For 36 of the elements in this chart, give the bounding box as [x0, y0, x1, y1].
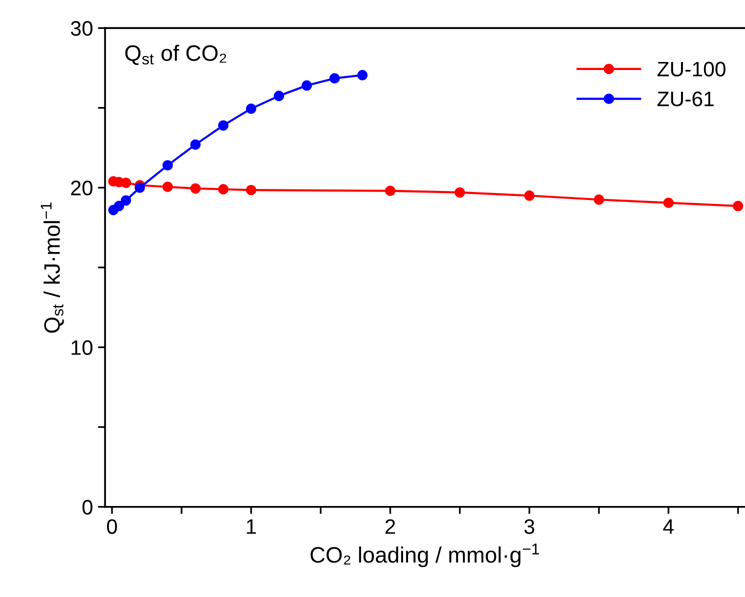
point — [120, 195, 132, 206]
x-tick-label: 4 — [663, 519, 674, 534]
point — [218, 184, 229, 194]
point — [454, 187, 466, 198]
legend-label: ZU-100 — [657, 62, 726, 76]
y-tick-label: 0 — [82, 500, 92, 515]
point — [114, 200, 124, 212]
legend-label: ZU-61 — [657, 92, 714, 106]
x-tick-label: 3 — [524, 519, 534, 534]
y-tick-label: 20 — [71, 180, 92, 196]
point — [218, 120, 229, 131]
x-tick-label: 2 — [386, 519, 395, 534]
point — [162, 182, 173, 192]
point — [134, 182, 146, 193]
y-axis-title: Q$_{st}$ / kJ·mol$^{−1}$ — [40, 202, 64, 333]
y-tick-label: 10 — [72, 340, 92, 356]
annotation: Q$_{st}$ of CO₂ — [125, 44, 226, 65]
point — [385, 186, 396, 196]
point — [663, 198, 674, 208]
point — [732, 200, 744, 212]
point — [190, 139, 201, 150]
point — [190, 183, 201, 194]
point — [162, 160, 173, 171]
x-tick-label: 0 — [107, 519, 117, 534]
point — [302, 80, 312, 91]
point — [357, 70, 368, 80]
point — [246, 184, 256, 196]
point — [120, 178, 132, 188]
x-tick-label: 1 — [246, 519, 256, 534]
point — [246, 103, 256, 114]
x-axis-title: CO₂ loading / mmol·g$^{−1}$ — [310, 544, 540, 568]
point — [594, 194, 604, 205]
y-tick-label: 30 — [70, 21, 92, 36]
point — [524, 190, 535, 201]
point — [274, 90, 284, 102]
point — [329, 73, 340, 84]
